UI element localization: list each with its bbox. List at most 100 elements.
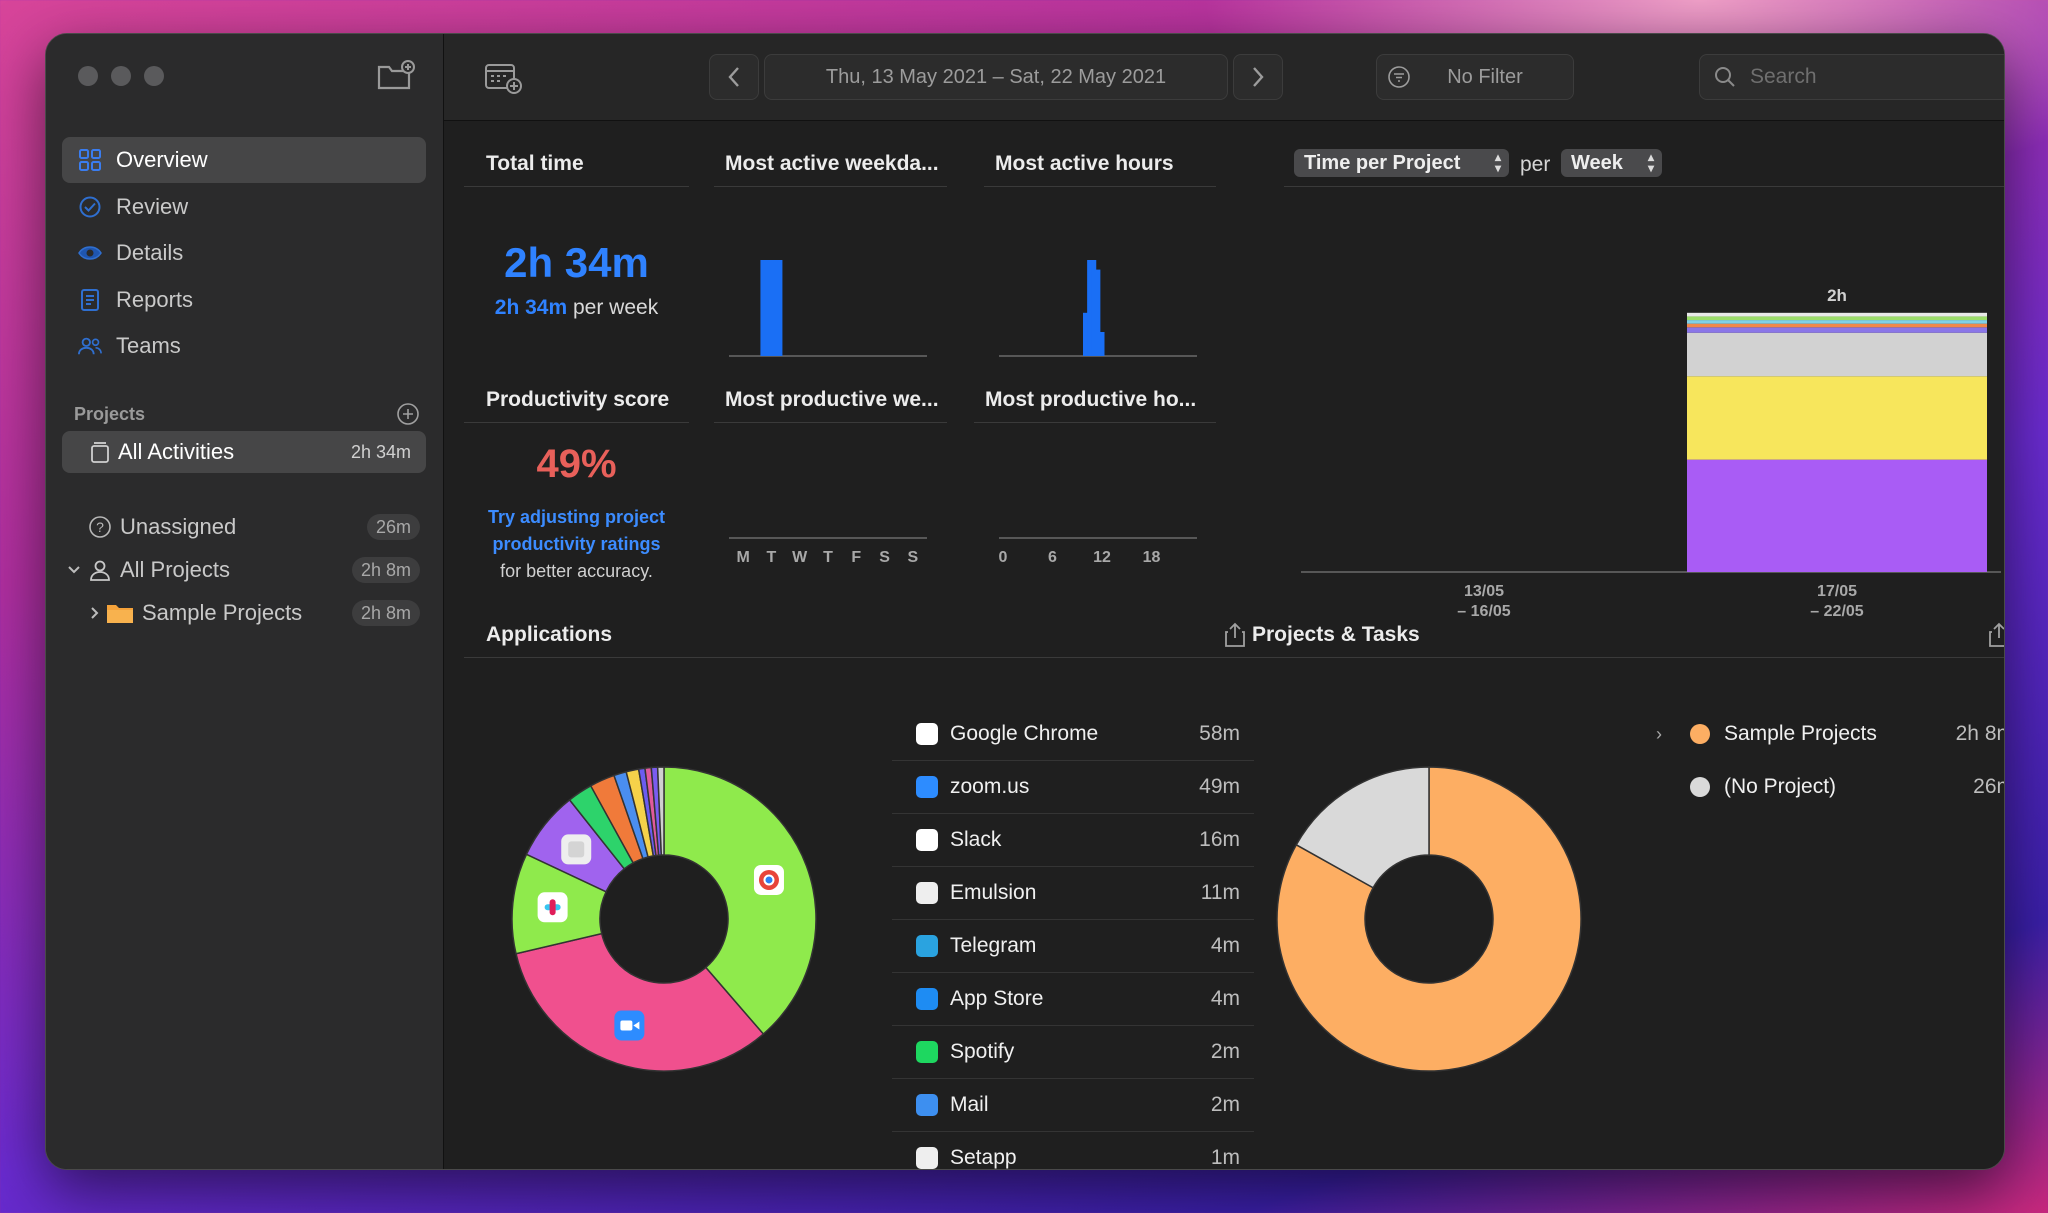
add-project-icon[interactable] [396,402,420,426]
app-row[interactable]: Mail 2m [892,1079,1254,1132]
stacked-bar-segment [1687,459,1987,572]
adjust-ratings-link[interactable]: Try adjusting project productivity ratin… [487,507,666,554]
sidebar-item-review[interactable]: Review [62,184,426,230]
calendar-add-icon[interactable] [484,60,524,94]
x-tick-label: – 16/05 [1457,603,1510,620]
time-per-project-chart: 13/05 – 16/05 17/05 – 22/05 2h [1301,286,2001,620]
donut-slice [663,766,817,1036]
app-row[interactable]: Google Chrome 58m [892,708,1254,761]
search-icon [1715,67,1735,87]
projects-donut-chart [1276,766,1582,1072]
new-folder-icon[interactable] [376,60,416,92]
per-week-label: per week [573,296,659,319]
app-name: App Store [950,987,1044,1010]
main-content: Thu, 13 May 2021 – Sat, 22 May 2021 No F… [444,34,2004,1169]
zoom-icon-lens [633,1021,640,1030]
per-label: per [1520,153,1551,176]
previous-period-button[interactable] [709,54,759,100]
app-row[interactable]: zoom.us 49m [892,761,1254,814]
app-row[interactable]: Slack 16m [892,814,1254,867]
app-row[interactable]: App Store 4m [892,973,1254,1026]
x-tick-label: 13/05 [1464,583,1504,600]
project-name: (No Project) [1724,775,1837,798]
search-field[interactable] [1699,54,2004,100]
metric-select[interactable]: Time per Project ▴ ▾ [1294,149,1509,177]
chevron-right-icon[interactable] [88,605,102,621]
hour-bar [1095,269,1101,356]
next-period-button[interactable] [1233,54,1283,100]
app-time: 11m [1200,881,1240,904]
spotify-icon [916,1041,938,1063]
project-label: Sample Projects [142,600,303,625]
app-name: zoom.us [950,775,1030,798]
stacked-bar-segment [1687,376,1987,460]
project-label: All Activities [118,439,235,464]
app-time: 58m [1199,722,1240,745]
applications-donut-chart [511,766,817,1072]
project-task-row[interactable]: › Sample Projects 2h 8m [1656,708,2004,760]
document-icon [78,288,102,312]
project-all-projects[interactable]: All Projects 2h 8m [62,549,426,591]
slack-icon-bar [549,899,556,916]
app-row[interactable]: Spotify 2m [892,1026,1254,1079]
filter-button[interactable]: No Filter [1376,54,1574,100]
project-time-badge: 26m [366,514,420,540]
hour-bar [1087,260,1093,356]
app-name: Setapp [950,1146,1017,1169]
search-input[interactable] [1748,64,2002,90]
project-name: Sample Projects [1724,722,1877,745]
app-row[interactable]: Telegram 4m [892,920,1254,973]
date-range-button[interactable]: Thu, 13 May 2021 – Sat, 22 May 2021 [764,54,1228,100]
sidebar-item-overview[interactable]: Overview [62,137,426,183]
weekday-tick-label: W [792,549,808,566]
project-unassigned[interactable]: ? Unassigned 26m [62,506,426,548]
sidebar-item-label: Details [116,240,184,265]
app-row[interactable]: Emulsion 11m [892,867,1254,920]
chevron-left-icon [728,67,739,87]
sidebar-item-reports[interactable]: Reports [62,277,426,323]
close-window-button[interactable] [78,66,98,86]
project-time-badge: 2h 8m [351,557,420,583]
weekday-tick-label: T [823,549,833,566]
project-task-row[interactable]: (No Project) 26m [1656,761,2004,813]
app-time: 16m [1199,828,1240,851]
donut-slice [1295,766,1430,889]
sidebar-item-details[interactable]: Details [62,230,426,276]
minimize-window-button[interactable] [111,66,131,86]
most-productive-hours-title: Most productive ho... [985,388,1197,411]
stacked-bar-segment [1687,332,1987,377]
weekday-tick-label: T [767,549,777,566]
most-productive-hours-chart: 0 6 12 18 [999,537,1197,566]
hour-tick-label: 18 [1143,549,1161,566]
sidebar-item-teams[interactable]: Teams [62,323,426,369]
x-tick-label: – 22/05 [1810,603,1863,620]
project-sample-projects[interactable]: Sample Projects 2h 8m [62,592,426,634]
share-icon[interactable] [1224,622,1246,648]
app-row[interactable]: Setapp 1m [892,1132,1254,1169]
weekday-tick-label: S [908,549,919,566]
updown-caret-icon: ▴ ▾ [1647,150,1654,175]
stacked-bar-segment [1687,316,1987,321]
chevron-right-icon[interactable]: › [1656,723,1662,744]
weekday-tick-label: S [879,549,890,566]
chrome-icon [916,723,938,745]
stacked-bar-segment [1687,323,1987,328]
zoom-icon-camera [620,1020,633,1031]
chevron-down-icon[interactable] [66,562,82,578]
project-all-activities[interactable]: All Activities 2h 34m [62,431,426,473]
app-name: Google Chrome [950,722,1099,745]
zoom-window-button[interactable] [144,66,164,86]
person-icon [88,558,112,582]
filter-icon [1388,66,1410,88]
sidebar-item-label: Reports [116,287,194,312]
stacked-bar-segment [1687,312,1987,317]
zoom-icon [916,776,938,798]
period-select[interactable]: Week ▴ ▾ [1561,149,1662,177]
app-time: 1m [1210,1146,1240,1169]
app-time: 2m [1210,1093,1240,1116]
project-label: All Projects [120,557,231,582]
share-icon[interactable] [1988,622,2005,648]
hint-text: for better accuracy. [500,561,653,581]
